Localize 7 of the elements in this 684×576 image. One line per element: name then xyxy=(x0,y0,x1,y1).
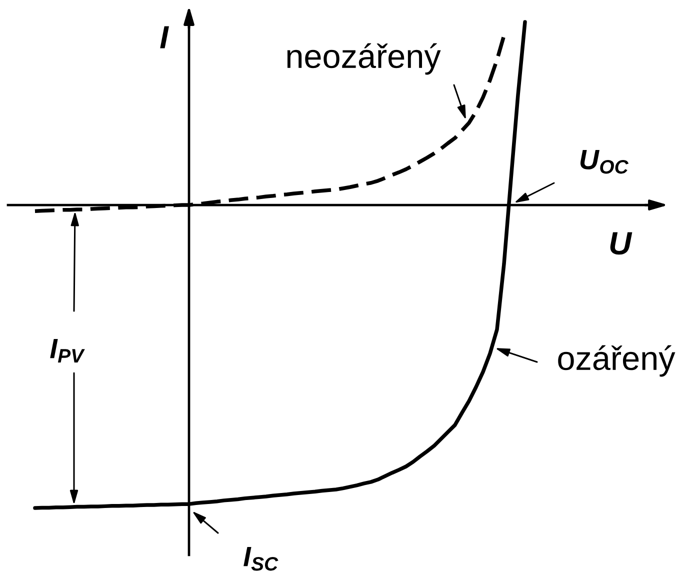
series-label: neozářený xyxy=(287,43,441,75)
text: I$_{SC}$ xyxy=(244,547,278,571)
legend-label: ozářený xyxy=(558,345,676,377)
y-axis-title: I xyxy=(160,26,169,48)
annotation: I$_{PV}$ xyxy=(50,339,85,363)
text: U$_{OC}$ xyxy=(580,150,629,174)
x-axis-title: U xyxy=(610,232,632,255)
